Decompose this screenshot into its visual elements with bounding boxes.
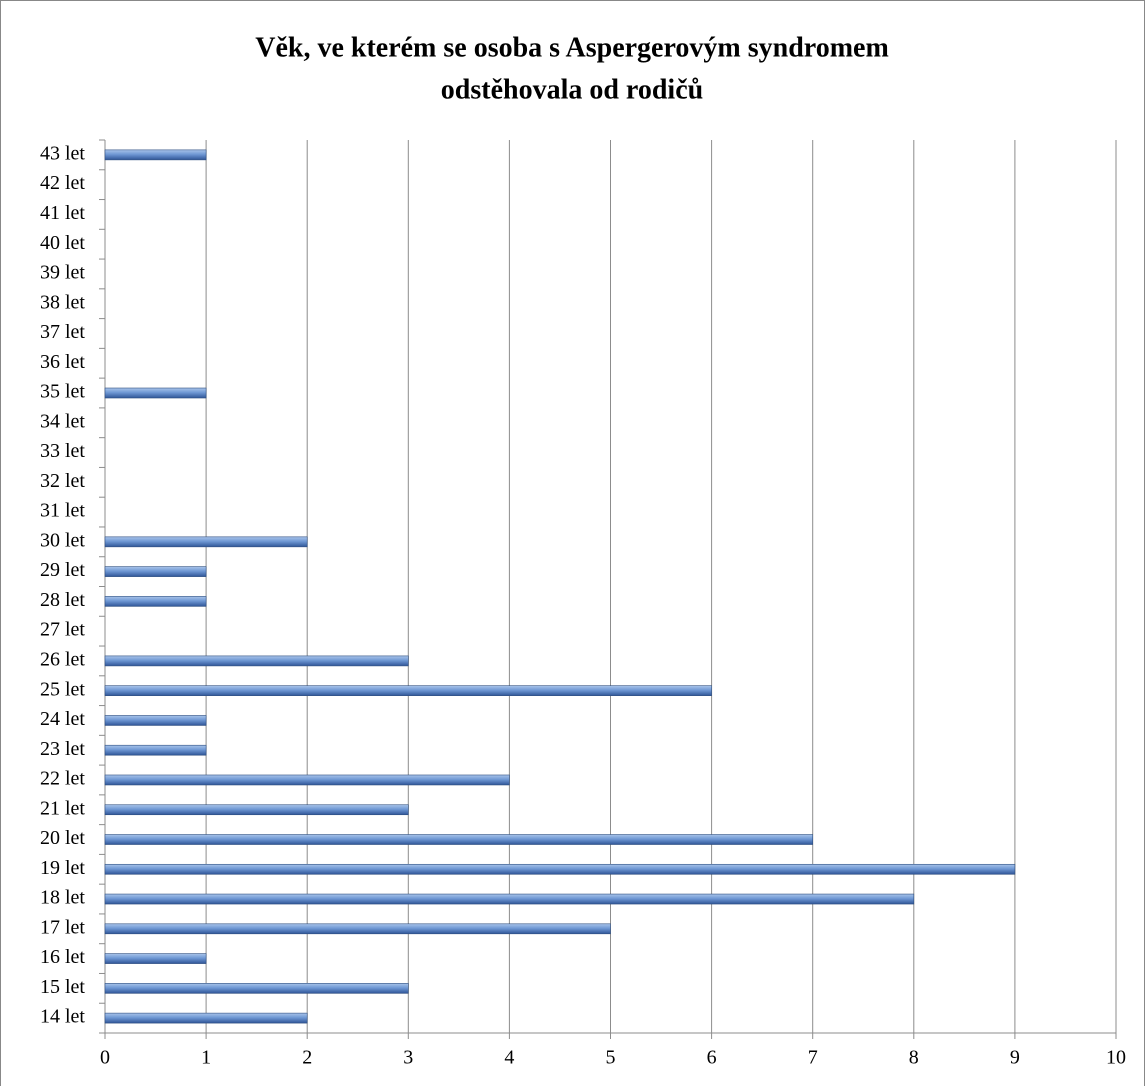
- x-tick-label: 7: [808, 1047, 818, 1069]
- y-tick-label: 19 let: [40, 857, 85, 879]
- y-tick-label: 30 let: [40, 529, 85, 551]
- bar: [104, 744, 207, 756]
- y-tick-label: 15 let: [40, 976, 85, 998]
- y-tick-label: 43 let: [40, 142, 85, 164]
- y-tick-label: 37 let: [40, 321, 85, 343]
- bar: [104, 536, 308, 548]
- y-tick-label: 38 let: [40, 291, 85, 313]
- chart-title: odstěhovala od rodičů: [441, 74, 703, 105]
- bar: [104, 834, 814, 845]
- bar: [104, 655, 409, 667]
- y-tick-label: 22 let: [40, 768, 85, 790]
- y-tick-label: 33 let: [40, 440, 85, 462]
- bar: [104, 387, 207, 399]
- bar: [104, 983, 409, 994]
- bar: [104, 596, 207, 607]
- y-tick-label: 36 let: [40, 351, 85, 373]
- y-tick-label: 32 let: [40, 470, 85, 492]
- bar: [104, 863, 1016, 875]
- x-tick-label: 9: [1010, 1047, 1020, 1069]
- y-tick-label: 24 let: [40, 708, 85, 730]
- y-tick-label: 26 let: [40, 649, 85, 671]
- x-tick-label: 2: [302, 1047, 312, 1069]
- y-tick-label: 18 let: [40, 887, 85, 909]
- x-tick-label: 5: [606, 1047, 616, 1069]
- y-tick-label: 21 let: [40, 797, 85, 819]
- x-tick-label: 6: [707, 1047, 717, 1069]
- y-tick-label: 35 let: [40, 381, 85, 403]
- y-tick-label: 23 let: [40, 738, 85, 760]
- y-tick-label: 31 let: [40, 500, 85, 522]
- bar: [104, 893, 915, 905]
- x-tick-label: 1: [201, 1047, 211, 1069]
- y-tick-label: 25 let: [40, 678, 85, 700]
- bar: [104, 685, 712, 696]
- y-tick-label: 40 let: [40, 232, 85, 254]
- y-tick-label: 14 let: [40, 1006, 85, 1028]
- bar: [104, 804, 409, 816]
- bar: [104, 566, 207, 577]
- y-tick-label: 39 let: [40, 262, 85, 284]
- x-tick-label: 4: [504, 1047, 514, 1069]
- bar: [104, 953, 207, 964]
- y-tick-label: 42 let: [40, 172, 85, 194]
- y-tick-label: 29 let: [40, 559, 85, 581]
- x-tick-label: 3: [403, 1047, 413, 1069]
- y-tick-label: 16 let: [40, 946, 85, 968]
- x-tick-label: 10: [1106, 1047, 1126, 1069]
- bar: [104, 774, 510, 786]
- y-tick-label: 41 let: [40, 202, 85, 224]
- y-tick-label: 34 let: [40, 410, 85, 432]
- y-tick-label: 17 let: [40, 916, 85, 938]
- bar: [104, 923, 611, 935]
- y-tick-label: 27 let: [40, 619, 85, 641]
- x-tick-label: 8: [909, 1047, 919, 1069]
- bar: [104, 149, 207, 161]
- bar: [104, 1012, 308, 1024]
- y-tick-label: 28 let: [40, 589, 85, 611]
- y-tick-label: 20 let: [40, 827, 85, 849]
- bar: [104, 715, 207, 726]
- chart-title: Věk, ve kterém se osoba s Aspergerovým s…: [255, 32, 889, 63]
- x-tick-label: 0: [100, 1047, 110, 1069]
